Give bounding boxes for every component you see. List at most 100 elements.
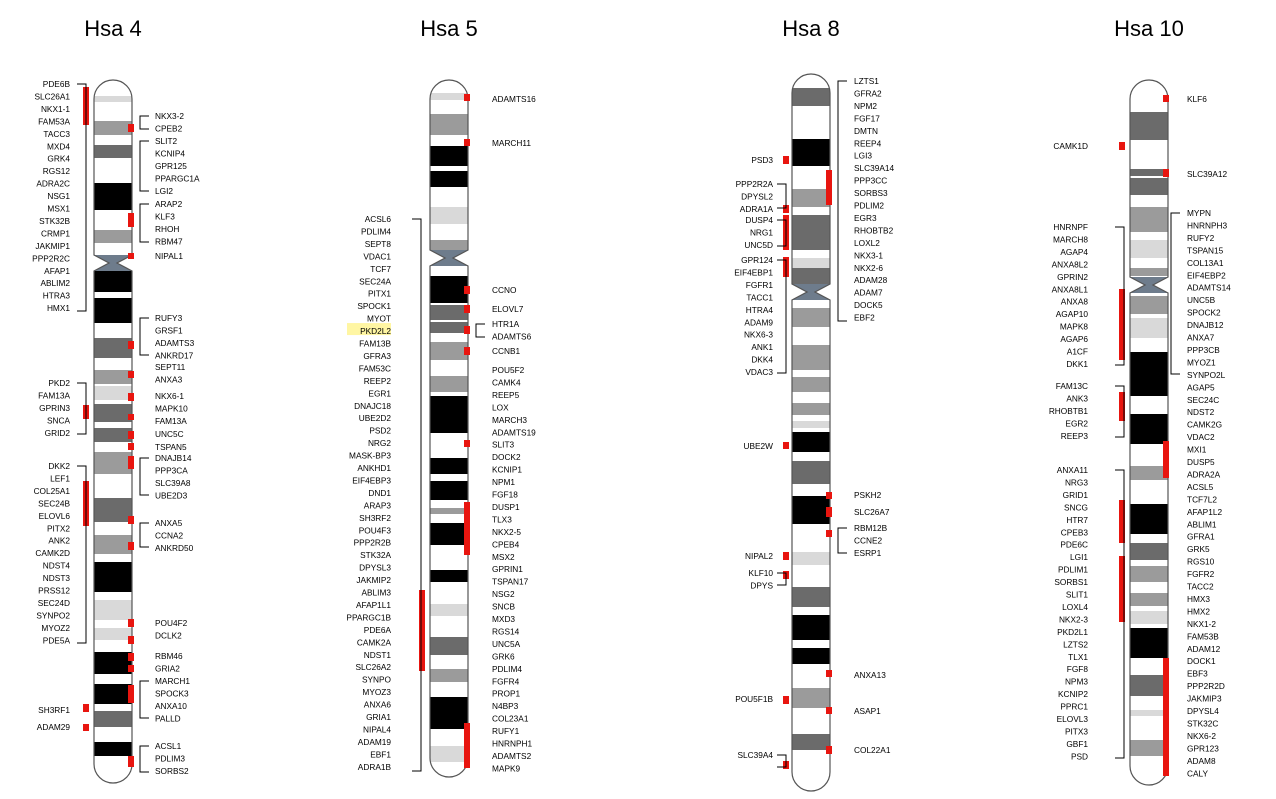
gene-label: EBF3	[1187, 669, 1208, 679]
gene-label: DOCK1	[1187, 656, 1216, 666]
gene-label: NDST2	[1187, 407, 1215, 417]
gene-label: ABLIM3	[361, 588, 391, 598]
gene-label: MARCH11	[492, 138, 531, 148]
gene-label: MARCH3	[492, 415, 527, 425]
segment-marker	[128, 542, 134, 550]
gene-label: FAM13A	[155, 416, 187, 426]
gene-label: UBE2D3	[155, 490, 188, 500]
gene-label: TACC2	[1187, 582, 1214, 592]
chromosome-band	[430, 523, 468, 545]
gene-label: ADAM8	[1187, 756, 1216, 766]
gene-label: GPR124	[741, 255, 773, 265]
gene-label: ADAMTS3	[155, 338, 195, 348]
gene-label: PKD2	[48, 378, 70, 388]
gene-label: ADAMTS14	[1187, 283, 1231, 293]
chromosome-band	[94, 145, 132, 158]
gene-label: RBM47	[155, 236, 183, 246]
gene-bracket	[139, 140, 149, 192]
gene-label: LOXL4	[1062, 602, 1088, 612]
gene-label: CPEB2	[155, 123, 183, 133]
gene-label: SLC26A1	[34, 91, 70, 101]
segment-marker	[464, 347, 470, 355]
gene-label: MSX2	[492, 552, 515, 562]
gene-label: SEC24B	[38, 498, 70, 508]
gene-label: EBF2	[854, 313, 875, 323]
segment-marker	[826, 670, 832, 677]
segment-marker	[783, 205, 789, 213]
chromosome-hsa4	[93, 79, 133, 784]
gene-label: GRSF1	[155, 325, 183, 335]
gene-bracket	[1115, 385, 1125, 438]
gene-label: FGF18	[492, 490, 518, 500]
gene-label: FGFR4	[492, 676, 520, 686]
gene-label: NRG3	[1065, 477, 1088, 487]
chromosome-band	[430, 276, 468, 303]
gene-label: SNCB	[492, 602, 516, 612]
gene-label: PPP2R2A	[736, 179, 774, 189]
gene-label: NIPAL1	[155, 251, 183, 261]
segment-marker	[464, 723, 470, 768]
gene-label: DKK2	[48, 461, 70, 471]
gene-label: SEC24C	[1187, 395, 1219, 405]
gene-label: FAM13A	[38, 390, 70, 400]
centromere	[1130, 277, 1168, 293]
gene-label: ANXA11	[1057, 465, 1089, 475]
gene-label: ACSL1	[155, 741, 182, 751]
segment-marker	[1119, 500, 1125, 543]
gene-bracket	[777, 219, 787, 247]
gene-bracket	[139, 457, 149, 496]
chromosome-band	[792, 258, 830, 268]
gene-label: SEPT8	[365, 239, 392, 249]
gene-label: CALY	[1187, 768, 1209, 778]
segment-marker	[826, 170, 832, 205]
segment-marker	[128, 653, 134, 661]
chromosome-band	[94, 684, 132, 704]
gene-label: PPP2R2C	[32, 253, 70, 263]
gene-label: SNCG	[1064, 502, 1088, 512]
gene-label: MYOZ3	[362, 687, 391, 697]
segment-marker	[128, 619, 134, 627]
chromosome-band	[430, 376, 468, 392]
gene-label: NKX3-2	[155, 111, 184, 121]
chromosome-band	[94, 386, 132, 400]
chromosome-band	[1130, 296, 1168, 314]
gene-label: ADAM28	[854, 275, 888, 285]
chromosome-band	[792, 432, 830, 452]
chromosome-band	[1130, 112, 1168, 140]
gene-label: DMTN	[854, 126, 878, 136]
gene-label: MARCH1	[155, 676, 190, 686]
gene-label: KCNIP2	[1058, 689, 1088, 699]
gene-bracket	[777, 572, 787, 586]
chromosome-band	[792, 377, 830, 392]
gene-label: PDLIM3	[155, 753, 185, 763]
chromosome-band	[1130, 675, 1168, 696]
gene-label: UBE2W	[743, 441, 773, 451]
gene-bracket	[77, 83, 87, 312]
gene-label: SORBS2	[155, 766, 189, 776]
segment-marker	[128, 443, 134, 450]
gene-label: PKD2L1	[1057, 627, 1088, 637]
gene-label: JAKMIP2	[356, 575, 391, 585]
gene-label: MAPK9	[492, 763, 521, 773]
gene-label: GPRIN1	[492, 564, 523, 574]
gene-label: POU5F2	[492, 365, 525, 375]
gene-label: FGFR1	[746, 280, 774, 290]
gene-label: TLX1	[1068, 652, 1088, 662]
gene-label: LZTS2	[1063, 639, 1088, 649]
chromosome-hsa5	[429, 79, 469, 778]
gene-label: REEP2	[364, 376, 392, 386]
chromosome-band	[792, 688, 830, 708]
gene-label: UNC5D	[744, 240, 773, 250]
chromosome-band	[792, 189, 830, 207]
gene-label: SLIT3	[492, 440, 515, 450]
gene-label: FAM53C	[359, 363, 391, 373]
gene-bracket	[139, 317, 149, 356]
gene-label: GRIA1	[366, 712, 391, 722]
gene-label: ARAP2	[155, 199, 183, 209]
chromosome-band	[792, 587, 830, 607]
gene-label: SEC24A	[359, 276, 391, 286]
gene-label: GFRA3	[363, 351, 391, 361]
gene-label: KCNIP1	[492, 465, 522, 475]
gene-label: ESRP1	[854, 548, 882, 558]
gene-label: ARAP3	[364, 500, 392, 510]
